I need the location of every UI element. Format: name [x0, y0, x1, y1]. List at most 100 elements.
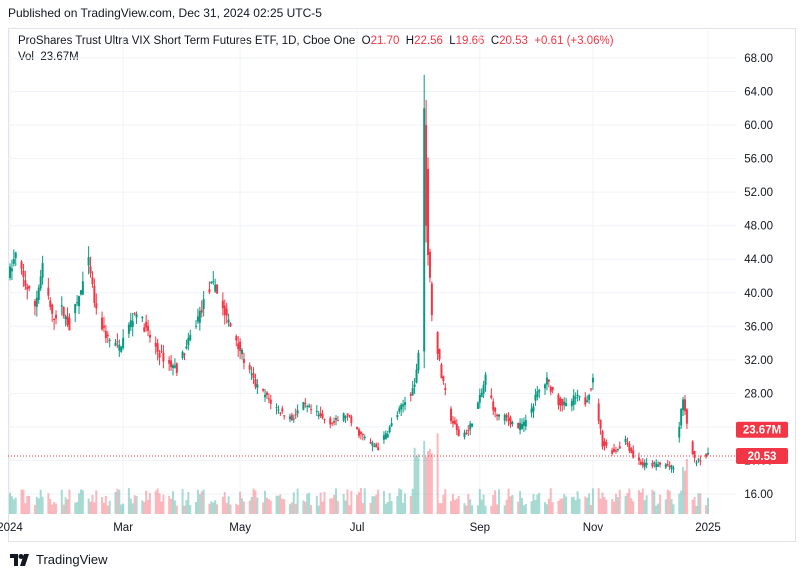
volume-bar: [375, 494, 378, 514]
volume-bar: [181, 488, 184, 514]
candle-body: [173, 365, 176, 368]
candle-body: [250, 373, 253, 375]
candle-body: [181, 351, 184, 359]
volume-bar: [505, 499, 508, 514]
y-tick-label: 68.00: [744, 53, 773, 65]
candle-body: [162, 352, 165, 362]
candle-body: [536, 391, 539, 397]
candle-body: [465, 432, 468, 435]
volume-bar: [655, 505, 658, 514]
volume-bar: [55, 503, 58, 514]
candle-body: [377, 447, 380, 451]
candle-body: [503, 414, 506, 421]
volume-bar: [363, 488, 366, 514]
volume-bar: [576, 491, 579, 514]
candle-body: [223, 305, 226, 315]
candle-body: [563, 401, 566, 405]
candle-body: [275, 407, 278, 409]
volume-bar: [74, 502, 77, 514]
candle-body: [682, 399, 685, 411]
volume-bar: [603, 497, 606, 514]
candle-body: [695, 462, 698, 464]
volume-bar: [9, 492, 11, 514]
candle-body: [248, 365, 251, 370]
volume-bar: [24, 503, 27, 514]
volume-bar: [162, 494, 165, 514]
volume-bar: [490, 505, 493, 514]
volume-bar: [342, 494, 345, 514]
volume-bar: [641, 488, 644, 514]
candle-body: [639, 461, 642, 465]
candle-body: [482, 384, 485, 394]
volume-bar: [415, 456, 418, 514]
candle-body: [14, 252, 17, 258]
volume-bar: [563, 493, 566, 514]
volume-bar: [147, 499, 150, 514]
volume-bar: [319, 492, 322, 514]
close-label: C: [490, 35, 500, 47]
x-tick-label: May: [229, 522, 251, 534]
volume-bar: [47, 493, 50, 514]
candle-body: [430, 283, 433, 316]
volume-bar: [76, 501, 79, 514]
volume-legend[interactable]: Vol 23.67M: [18, 51, 79, 63]
candle-body: [637, 457, 640, 461]
volume-bar: [49, 498, 52, 514]
candle-body: [463, 432, 466, 438]
candle-body: [626, 442, 629, 445]
volume-bar: [557, 500, 560, 514]
x-tick-label: Jul: [350, 522, 365, 534]
volume-bar: [544, 502, 547, 514]
candle-body: [586, 400, 589, 403]
candle-body: [350, 416, 353, 423]
x-axis: 2024 Mar May Jul Sep Nov 2025: [0, 522, 721, 534]
candle-body: [319, 413, 322, 417]
candle-body: [147, 325, 150, 331]
candle-body: [384, 433, 387, 440]
volume-bar: [624, 495, 627, 514]
candle-body: [645, 462, 648, 466]
candle-body: [375, 443, 378, 448]
volume-bar: [545, 504, 548, 514]
candle-body: [614, 450, 617, 452]
candle-body: [114, 342, 117, 346]
volume-bar: [524, 503, 527, 514]
volume-bar: [148, 493, 151, 514]
price-badges: 23.67M 20.53: [736, 421, 788, 465]
volume-bar: [427, 451, 430, 514]
candle-body: [603, 441, 606, 446]
candle-body: [428, 251, 431, 278]
tradingview-brand[interactable]: TradingView: [10, 552, 108, 567]
candle-body: [87, 257, 90, 266]
candle-body: [480, 392, 483, 397]
volume-bar: [613, 501, 616, 514]
candle-body: [411, 387, 414, 396]
volume-bar: [14, 497, 17, 514]
candle-body: [572, 395, 575, 405]
y-tick-label: 48.00: [744, 221, 773, 233]
candle-body: [308, 405, 311, 408]
candle-body: [292, 418, 295, 420]
volume-bar: [492, 494, 495, 514]
volume-bar: [288, 504, 291, 514]
volume-bar: [133, 495, 136, 514]
candle-body: [451, 421, 454, 424]
candle-body: [277, 409, 280, 411]
volume-bar: [135, 495, 138, 514]
candle-body: [549, 386, 552, 392]
volume-bar: [425, 456, 428, 514]
candle-body: [584, 397, 587, 405]
candle-body: [561, 399, 564, 406]
candles: [9, 74, 709, 473]
volume-bar: [145, 490, 148, 514]
candle-body: [10, 268, 13, 272]
candle-body: [26, 286, 29, 290]
volume-bar: [196, 489, 199, 514]
volume-bar: [672, 504, 675, 514]
y-tick-label: 52.00: [744, 187, 773, 199]
volume-bar: [265, 497, 268, 514]
volume-bar: [386, 502, 389, 514]
candle-body: [611, 450, 614, 454]
symbol-legend[interactable]: ProShares Trust Ultra VIX Short Term Fut…: [18, 35, 614, 47]
